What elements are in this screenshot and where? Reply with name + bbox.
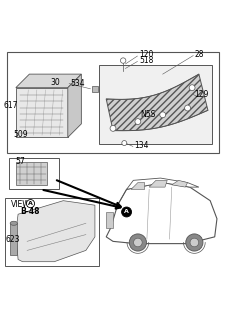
- Circle shape: [185, 234, 202, 251]
- Text: A: A: [28, 201, 33, 206]
- Bar: [92, 86, 97, 92]
- Circle shape: [189, 238, 198, 247]
- Bar: [16, 162, 47, 185]
- Text: 57: 57: [16, 156, 25, 166]
- Text: 617: 617: [3, 101, 18, 110]
- Circle shape: [120, 58, 125, 63]
- Bar: [7, 52, 218, 153]
- Text: 30: 30: [51, 77, 60, 86]
- Text: 134: 134: [134, 141, 148, 150]
- Text: N5S: N5S: [140, 110, 155, 119]
- Text: 509: 509: [14, 130, 28, 139]
- Circle shape: [26, 200, 34, 208]
- Polygon shape: [106, 183, 216, 244]
- Text: 129: 129: [194, 90, 208, 99]
- Text: A: A: [124, 210, 128, 214]
- Polygon shape: [130, 183, 144, 189]
- Polygon shape: [106, 74, 207, 131]
- Text: B-48: B-48: [20, 207, 40, 216]
- Polygon shape: [16, 201, 94, 262]
- Ellipse shape: [10, 221, 17, 225]
- Polygon shape: [171, 180, 187, 187]
- Circle shape: [121, 207, 131, 217]
- Circle shape: [134, 119, 140, 124]
- Polygon shape: [16, 88, 68, 137]
- Text: 120: 120: [138, 51, 153, 60]
- Polygon shape: [16, 74, 81, 88]
- Bar: [4, 198, 99, 266]
- Polygon shape: [148, 180, 166, 187]
- Circle shape: [129, 234, 146, 251]
- Circle shape: [159, 112, 165, 118]
- Polygon shape: [68, 74, 81, 137]
- Circle shape: [188, 85, 194, 91]
- Circle shape: [110, 125, 115, 131]
- Bar: [9, 158, 58, 189]
- Circle shape: [184, 105, 190, 111]
- Bar: [99, 65, 212, 144]
- Bar: [10, 223, 17, 255]
- Text: 518: 518: [138, 56, 153, 65]
- Text: 534: 534: [70, 79, 84, 88]
- Text: 28: 28: [194, 50, 203, 59]
- Bar: [106, 212, 112, 228]
- Polygon shape: [126, 178, 198, 189]
- Circle shape: [133, 238, 142, 247]
- Circle shape: [121, 140, 126, 146]
- Text: 623: 623: [6, 235, 20, 244]
- Text: VIEW: VIEW: [11, 200, 31, 209]
